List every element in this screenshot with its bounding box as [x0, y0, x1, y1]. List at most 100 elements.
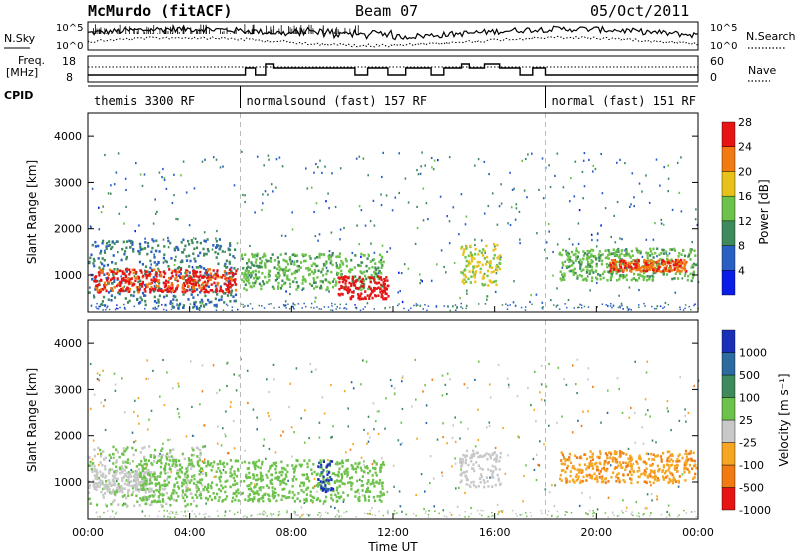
heatmap-cell	[499, 451, 502, 455]
heatmap-cell	[250, 285, 253, 289]
heatmap-cell	[178, 459, 181, 462]
heatmap-cell	[290, 272, 294, 276]
heatmap-cell	[584, 277, 587, 281]
heatmap-cell	[601, 467, 604, 471]
heatmap-cell	[130, 294, 133, 297]
heatmap-cell	[300, 506, 303, 509]
heatmap-cell	[595, 465, 598, 468]
heatmap-cell	[230, 266, 233, 270]
heatmap-cell	[386, 250, 388, 253]
heatmap-cell	[275, 499, 278, 503]
heatmap-cell	[160, 456, 163, 459]
heatmap-cell	[303, 473, 306, 477]
heatmap-cell	[157, 269, 160, 273]
heatmap-cell	[600, 477, 603, 481]
heatmap-cell	[115, 465, 118, 469]
heatmap-cell	[319, 472, 322, 476]
heatmap-cell	[116, 284, 119, 288]
heatmap-cell	[488, 383, 491, 386]
heatmap-cell	[242, 266, 245, 270]
heatmap-cell	[662, 464, 665, 467]
heatmap-cell	[474, 164, 476, 167]
heatmap-cell	[97, 308, 100, 310]
heatmap-cell	[648, 275, 651, 278]
heatmap-cell	[214, 251, 217, 254]
heatmap-cell	[645, 278, 649, 282]
heatmap-cell	[363, 282, 366, 286]
heatmap-cell	[333, 481, 336, 484]
heatmap-cell	[180, 174, 182, 177]
heatmap-cell	[644, 305, 646, 307]
heatmap-cell	[600, 421, 602, 424]
heatmap-cell	[371, 258, 374, 262]
y-tick-label: 1000	[54, 269, 82, 282]
heatmap-cell	[656, 464, 659, 468]
heatmap-cell	[651, 252, 654, 256]
heatmap-cell	[493, 253, 496, 257]
heatmap-cell	[254, 273, 257, 276]
heatmap-cell	[256, 474, 259, 477]
heatmap-cell	[207, 483, 210, 486]
heatmap-cell	[107, 291, 111, 294]
heatmap-cell	[676, 161, 679, 164]
heatmap-cell	[420, 279, 422, 282]
heatmap-cell	[367, 415, 370, 418]
heatmap-cell	[382, 297, 385, 301]
heatmap-cell	[456, 505, 459, 508]
heatmap-cell	[213, 462, 215, 465]
heatmap-cell	[116, 267, 119, 271]
heatmap-cell	[309, 490, 312, 494]
heatmap-cell	[494, 457, 497, 460]
heatmap-cell	[537, 463, 539, 466]
heatmap-cell	[611, 265, 614, 268]
heatmap-cell	[477, 438, 480, 442]
heatmap-cell	[628, 262, 632, 266]
heatmap-cell	[494, 483, 497, 487]
heatmap-cell	[158, 481, 161, 485]
heatmap-cell	[579, 262, 582, 265]
heatmap-cell	[638, 306, 640, 308]
heatmap-cell	[215, 309, 218, 311]
heatmap-cell	[383, 282, 386, 286]
heatmap-cell	[326, 269, 329, 273]
heatmap-cell	[491, 485, 494, 489]
heatmap-cell	[234, 498, 237, 502]
heatmap-cell	[159, 485, 162, 489]
heatmap-cell	[198, 309, 201, 311]
heatmap-cell	[126, 301, 130, 304]
heatmap-cell	[331, 280, 335, 283]
heatmap-cell	[213, 281, 216, 285]
heatmap-cell	[173, 483, 176, 486]
heatmap-cell	[161, 483, 164, 487]
heatmap-cell	[336, 486, 339, 490]
heatmap-cell	[541, 307, 544, 310]
heatmap-cell	[391, 209, 394, 212]
heatmap-cell	[509, 223, 512, 227]
heatmap-cell	[132, 490, 135, 494]
heatmap-cell	[269, 479, 272, 483]
heatmap-cell	[103, 405, 105, 408]
heatmap-cell	[218, 488, 221, 491]
heatmap-cell	[132, 294, 135, 298]
heatmap-cell	[195, 288, 199, 291]
heatmap-cell	[127, 282, 130, 285]
heatmap-cell	[171, 511, 174, 514]
heatmap-cell	[636, 248, 639, 252]
heatmap-cell	[380, 278, 383, 282]
heatmap-cell	[630, 278, 633, 282]
heatmap-cell	[592, 249, 595, 252]
heatmap-cell	[625, 263, 629, 267]
heatmap-cell	[367, 480, 370, 483]
heatmap-cell	[152, 473, 155, 476]
heatmap-cell	[127, 489, 130, 492]
heatmap-cell	[345, 459, 348, 462]
heatmap-cell	[196, 463, 199, 466]
heatmap-cell	[239, 480, 242, 483]
heatmap-cell	[216, 269, 219, 272]
heatmap-cell	[162, 281, 166, 285]
heatmap-cell	[233, 473, 236, 476]
heatmap-cell	[124, 474, 127, 478]
heatmap-cell	[241, 278, 244, 282]
heatmap-cell	[340, 269, 343, 273]
heatmap-cell	[115, 272, 118, 275]
